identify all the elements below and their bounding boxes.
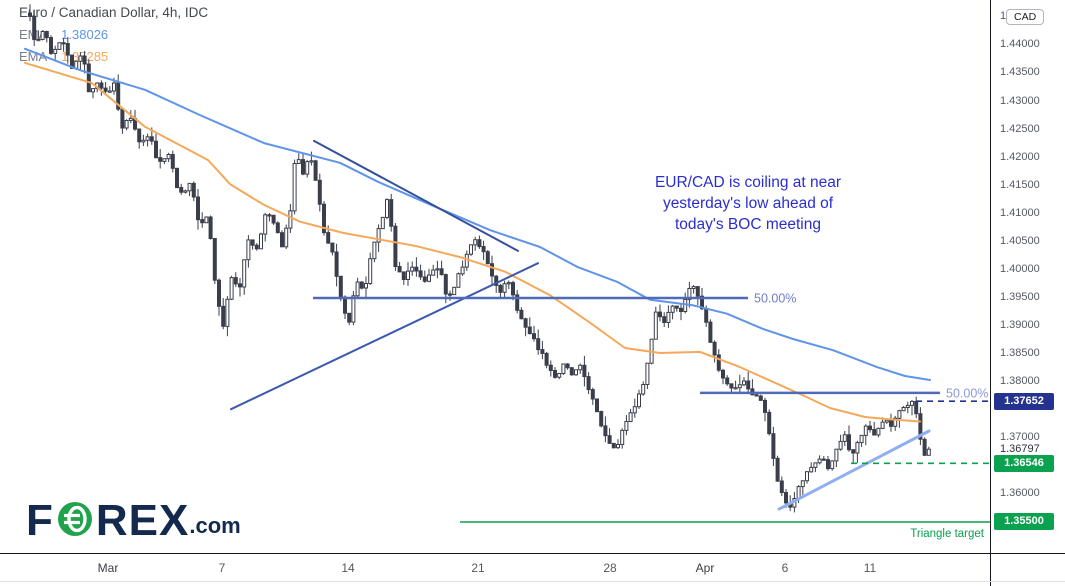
chart-legend: Euro / Canadian Dollar, 4h, IDC EMA 1.380… [19,5,208,64]
logo-o-icon [55,498,95,543]
price-axis[interactable]: CAD 1.445001.440001.435001.430001.425001… [990,0,1065,586]
time-tick-label: 14 [341,561,355,575]
price-level-badge: 1.36546 [994,454,1054,472]
pane-bottom-border [0,553,1065,554]
candles-layer [28,4,931,513]
trendline-1[interactable] [313,139,519,252]
logo-com: .com [189,513,241,538]
ema-orange-line [24,61,921,423]
time-tick-label: 21 [471,561,485,575]
analyst-annotation: EUR/CAD is coiling at near yesterday's l… [633,172,863,235]
price-level-badge: 1.37652 [994,392,1054,410]
price-tick-label: 1.36000 [1000,487,1040,500]
price-pane[interactable]: Euro / Canadian Dollar, 4h, IDC EMA 1.380… [0,0,990,553]
price-tick-label: 1.43500 [1000,66,1040,79]
price-tick-label: 1.44000 [1000,38,1040,51]
price-tick-label: 1.42000 [1000,150,1040,163]
currency-toggle-badge[interactable]: CAD [1006,9,1045,25]
ema-1-value: 1.38026 [61,27,109,42]
trendline-3[interactable] [777,429,931,511]
price-tick-label: 1.40000 [1000,262,1040,275]
time-axis[interactable]: Mar 7 14 21 28 Apr 6 11 [0,554,990,586]
time-tick-label: 11 [863,561,877,575]
symbol-title: Euro / Canadian Dollar, 4h, IDC [19,5,209,20]
time-tick-label: 28 [603,561,617,575]
annotation-line-2: yesterday's low ahead of [662,195,834,212]
ema-2-label: EMA [19,49,48,64]
time-tick-label: Apr [695,561,715,575]
price-tick-label: 1.38500 [1000,347,1040,360]
time-tick-label: 6 [781,561,789,575]
price-tick-label: 1.40500 [1000,234,1040,247]
price-tick-label: 1.42500 [1000,122,1040,135]
price-level-badge: 1.35500 [994,513,1054,531]
annotation-line-1: EUR/CAD is coiling at near [654,174,842,191]
logo-f: F [26,495,54,545]
time-tick-label: 7 [218,561,226,575]
current-price-label: 1.36797 [1000,442,1040,455]
candlestick-canvas[interactable]: 50.00% 50.00% Triangle target [0,0,990,553]
price-tick-label: 1.39500 [1000,290,1040,303]
time-tick-label: Mar [97,561,119,575]
annotation-line-3: today's BOC meeting [675,216,821,233]
triangle-target-label: Triangle target [910,528,985,540]
ema-blue-line [24,47,931,381]
fib-50-label-1: 50.00% [754,292,796,306]
price-tick-label: 1.43000 [1000,94,1040,107]
price-tick-label: 1.38000 [1000,375,1040,388]
trendline-2[interactable] [230,262,539,411]
fib-50-label-2: 50.00% [946,386,988,400]
axis-footer-divider [0,581,1065,582]
price-tick-label: 1.41000 [1000,206,1040,219]
forex-logo: F REX .com [26,498,241,543]
logo-rex: REX [95,495,190,545]
price-tick-label: 1.37000 [1000,431,1040,444]
price-tick-label: 1.39000 [1000,319,1040,332]
price-tick-label: 1.41500 [1000,178,1040,191]
